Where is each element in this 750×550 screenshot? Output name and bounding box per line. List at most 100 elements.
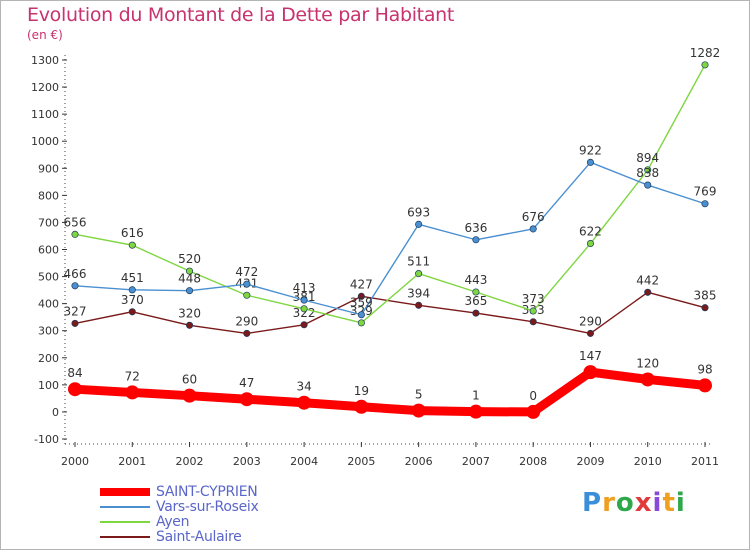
legend-label: Vars-sur-Roseix	[156, 498, 259, 515]
legend-swatch	[100, 505, 150, 508]
data-point	[640, 372, 655, 387]
y-tick-label: 0	[52, 406, 59, 419]
data-label: 47	[239, 376, 254, 390]
data-label: 373	[522, 292, 545, 306]
data-point	[243, 329, 251, 337]
data-label: 656	[64, 215, 87, 229]
data-point	[529, 307, 537, 315]
y-tick-label: 700	[38, 216, 59, 229]
data-point	[128, 308, 136, 316]
legend-label: Ayen	[156, 513, 190, 530]
data-label: 616	[121, 226, 144, 240]
data-point	[239, 392, 254, 407]
data-label: 34	[296, 380, 311, 394]
logo-letter: t	[662, 488, 676, 518]
data-label: 60	[182, 373, 197, 387]
x-tick-label: 2001	[118, 455, 146, 468]
data-point	[526, 404, 541, 419]
data-label: 636	[464, 221, 487, 235]
y-tick-label: 1100	[31, 108, 59, 121]
data-label: 359	[350, 296, 373, 310]
data-point	[529, 225, 537, 233]
y-tick-label: 300	[38, 325, 59, 338]
data-point	[472, 288, 480, 296]
logo-letter: r	[602, 488, 616, 518]
data-label: 290	[579, 314, 602, 328]
data-point	[182, 388, 197, 403]
data-label: 147	[579, 349, 602, 363]
x-tick-label: 2002	[176, 455, 204, 468]
logo-letter: i	[652, 488, 663, 518]
data-point	[472, 309, 480, 317]
data-point	[468, 404, 483, 419]
data-label: 472	[235, 265, 258, 279]
data-point	[185, 267, 194, 275]
data-point	[583, 365, 598, 380]
data-point	[701, 200, 709, 208]
data-label: 1282	[690, 46, 721, 60]
data-label: 84	[67, 366, 82, 380]
legend-swatch	[100, 520, 150, 523]
data-point	[644, 166, 652, 174]
legend-item-saint-cyprien: SAINT-CYPRIEN	[100, 484, 259, 500]
data-point	[529, 318, 537, 326]
legend-item-ayen: Ayen	[100, 513, 259, 530]
data-label: 19	[354, 384, 369, 398]
logo-letter: i	[675, 488, 686, 518]
data-point	[357, 292, 365, 300]
legend-label: Saint-Aulaire	[156, 528, 242, 545]
legend-item-saint-aulaire: Saint-Aulaire	[100, 528, 259, 545]
data-label: 1	[472, 389, 480, 403]
data-point	[357, 311, 365, 319]
data-label: 838	[636, 166, 659, 180]
data-label: 622	[579, 225, 602, 239]
data-label: 290	[235, 314, 258, 328]
legend-swatch	[100, 535, 150, 538]
data-point	[243, 280, 251, 288]
y-tick-label: 1300	[31, 54, 59, 67]
y-tick-label: 200	[38, 352, 59, 365]
data-label: 365	[464, 294, 487, 308]
data-label: 413	[293, 281, 316, 295]
x-tick-label: 2005	[347, 455, 375, 468]
legend-item-vars-sur-roseix: Vars-sur-Roseix	[100, 498, 259, 515]
data-point	[68, 382, 82, 397]
data-point	[415, 270, 423, 278]
data-point	[125, 385, 140, 400]
data-point	[586, 158, 595, 166]
data-point	[415, 220, 423, 228]
chart-title: Evolution du Montant de la Dette par Hab…	[27, 4, 455, 26]
y-tick-label: 900	[38, 162, 59, 175]
data-label: 0	[529, 389, 537, 403]
data-label: 427	[350, 277, 373, 291]
data-label: 98	[697, 362, 712, 376]
data-point	[128, 241, 136, 249]
data-point	[586, 329, 595, 337]
data-point	[701, 304, 709, 312]
data-label: 385	[694, 289, 717, 303]
data-point	[243, 291, 251, 299]
x-tick-label: 2003	[233, 455, 261, 468]
data-label: 5	[415, 388, 423, 402]
data-label: 120	[636, 356, 659, 370]
data-label: 451	[121, 271, 144, 285]
data-point	[357, 319, 365, 327]
y-tick-label: 1000	[31, 135, 59, 148]
data-label: 466	[64, 267, 87, 281]
series-line	[74, 161, 706, 316]
data-point	[71, 282, 79, 290]
data-point	[644, 181, 652, 189]
data-label: 322	[293, 306, 316, 320]
y-tick-label: 400	[38, 298, 59, 311]
data-point	[297, 395, 312, 410]
data-label: 320	[178, 306, 201, 320]
series-line	[74, 291, 706, 335]
data-point	[71, 319, 79, 327]
data-point	[71, 230, 79, 238]
data-label: 72	[125, 369, 140, 383]
series-line	[74, 64, 706, 324]
data-point	[300, 296, 308, 304]
data-label: 894	[636, 151, 659, 165]
y-tick-label: 100	[38, 379, 59, 392]
